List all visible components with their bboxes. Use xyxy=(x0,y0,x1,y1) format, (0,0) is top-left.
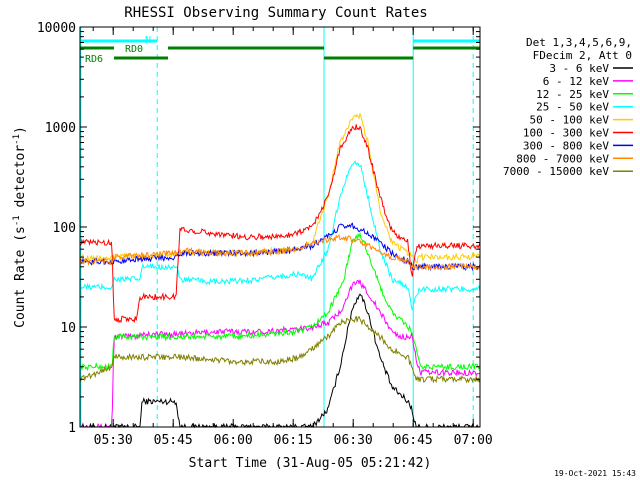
x-axis: 05:30 05:45 06:00 06:15 06:30 06:45 07:00 xyxy=(92,27,493,448)
y-tick-label-2: 100 xyxy=(53,221,76,236)
legend-label-0: 3 - 6 keV xyxy=(549,62,609,75)
series-line-2 xyxy=(79,231,481,372)
legend-label-2: 12 - 25 keV xyxy=(536,88,609,101)
y-axis-label: Count Rate (s-1 detector-1) xyxy=(12,126,28,328)
x-tick-label-2: 06:00 xyxy=(214,433,253,448)
timestamp: 19-Oct-2021 15:43 xyxy=(554,469,636,478)
rd6-label: RD6 xyxy=(85,54,103,65)
x-tick-label-4: 06:30 xyxy=(334,433,373,448)
rd0-label: RD0 xyxy=(125,44,143,55)
y-tick-label-4: 10000 xyxy=(37,21,76,36)
series-line-1 xyxy=(80,279,481,428)
series-line-7 xyxy=(79,234,481,271)
x-tick-label-6: 07:00 xyxy=(454,433,493,448)
chart-title: RHESSI Observing Summary Count Rates xyxy=(124,5,427,21)
x-tick-label-5: 06:45 xyxy=(394,433,433,448)
legend-label-8: 7000 - 15000 keV xyxy=(503,165,609,178)
y-axis-label-main: Count Rate (s xyxy=(13,226,28,328)
x-tick-label-3: 06:15 xyxy=(274,433,313,448)
legend-label-3: 25 - 50 keV xyxy=(536,101,609,114)
series-lines xyxy=(79,113,481,429)
y-axis: 1 10 100 1000 10000 xyxy=(37,21,480,436)
legend-label-1: 6 - 12 keV xyxy=(543,75,610,88)
x-axis-label: Start Time (31-Aug-05 05:21:42) xyxy=(189,456,432,471)
y-tick-label-1: 10 xyxy=(60,321,76,336)
y-axis-label-mid: detector xyxy=(13,145,28,216)
x-tick-label-1: 05:45 xyxy=(154,433,193,448)
y-axis-label-sup-2: -1 xyxy=(12,134,22,145)
legend-label-4: 50 - 100 keV xyxy=(530,114,610,127)
state-bars xyxy=(80,39,480,60)
legend-label-6: 300 - 800 keV xyxy=(523,139,609,152)
n-label: N xyxy=(145,35,151,46)
legend-header-1: FDecim 2, Att 0 xyxy=(533,49,632,62)
series-line-3 xyxy=(79,160,481,428)
legend-label-5: 100 - 300 keV xyxy=(523,127,609,140)
y-axis-label-end: ) xyxy=(13,126,28,134)
x-tick-label-0: 05:30 xyxy=(94,433,133,448)
series-line-0 xyxy=(80,293,481,429)
y-axis-label-sup-1: -1 xyxy=(12,215,22,226)
legend-label-7: 800 - 7000 keV xyxy=(516,152,609,165)
series-line-8 xyxy=(79,315,481,384)
y-tick-label-3: 1000 xyxy=(45,121,76,136)
y-tick-label-0: 1 xyxy=(68,421,76,436)
legend-header-0: Det 1,3,4,5,6,9, xyxy=(526,36,632,49)
legend: Det 1,3,4,5,6,9,FDecim 2, Att 03 - 6 keV… xyxy=(503,36,633,178)
plot-area xyxy=(79,27,481,429)
